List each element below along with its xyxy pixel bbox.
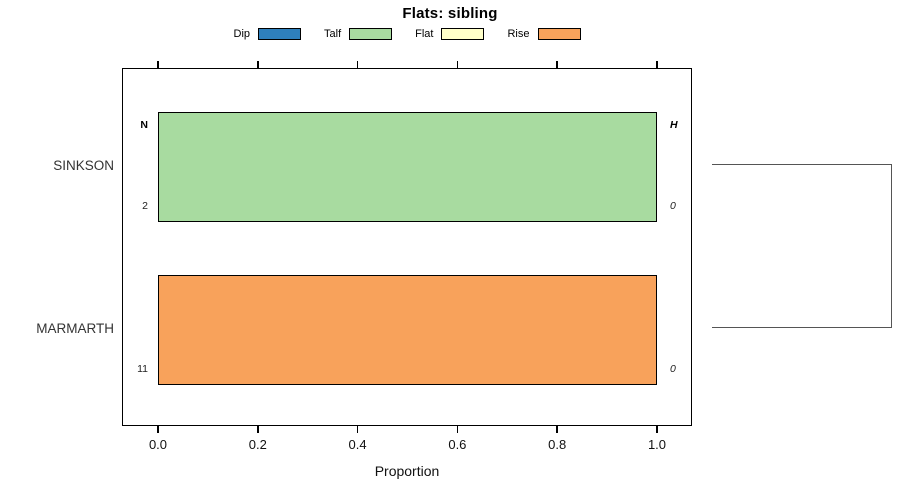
x-tick-bottom	[356, 426, 359, 433]
x-tick-top	[356, 61, 359, 68]
x-tick-top	[257, 61, 259, 68]
bar-count-label: 11	[137, 363, 148, 375]
x-tick-bottom	[456, 426, 459, 433]
x-tick-bottom	[556, 426, 558, 433]
x-tick-bottom	[656, 426, 658, 433]
bar-h-header-label: H	[670, 119, 678, 131]
x-tick-top	[456, 61, 459, 68]
bar-h-count-label: 0	[670, 200, 676, 212]
legend-label: Flat	[415, 28, 434, 40]
category-label: MARMARTH	[36, 321, 114, 336]
bar-h-count-label: 0	[670, 363, 676, 375]
legend-item: Dip	[234, 28, 302, 40]
x-tick-label: 0.4	[348, 437, 367, 452]
legend-item: Rise	[507, 28, 581, 40]
x-tick-label: 0.2	[248, 437, 267, 452]
legend-swatch	[258, 28, 302, 40]
plot-area: 0.0 0.2 0.4 0.6 0.8 1.0 N 2 H 0 11 0	[122, 61, 692, 452]
legend-item: Flat	[415, 28, 485, 40]
chart-title: Flats: sibling	[402, 5, 498, 22]
legend-label: Rise	[507, 28, 530, 40]
legend-swatch	[441, 28, 485, 40]
x-tick-top	[656, 61, 658, 68]
x-tick-bottom	[157, 426, 159, 433]
legend-swatch	[537, 28, 581, 40]
x-tick-label: 0.6	[448, 437, 467, 452]
bar-n-header-label: N	[140, 119, 148, 131]
bar-sinkson: N 2 H 0	[140, 112, 678, 222]
x-tick-top	[556, 61, 558, 68]
x-tick-label: 0.0	[148, 437, 168, 452]
x-axis-title: Proportion	[374, 463, 440, 479]
legend: Dip Talf Flat Rise	[122, 26, 692, 42]
legend-item: Talf	[324, 28, 393, 40]
x-tick-label: 1.0	[647, 437, 667, 452]
bar-marmarth: 11 0	[137, 275, 676, 385]
dendrogram-bracket	[712, 164, 892, 328]
category-label: SINKSON	[53, 158, 114, 173]
legend-label: Dip	[233, 28, 251, 40]
x-tick-bottom	[257, 426, 259, 433]
x-tick-top	[157, 61, 159, 68]
legend-swatch	[349, 28, 393, 40]
x-tick-label: 0.8	[548, 437, 567, 452]
legend-label: Talf	[324, 28, 342, 40]
bar-count-label: 2	[142, 200, 148, 212]
